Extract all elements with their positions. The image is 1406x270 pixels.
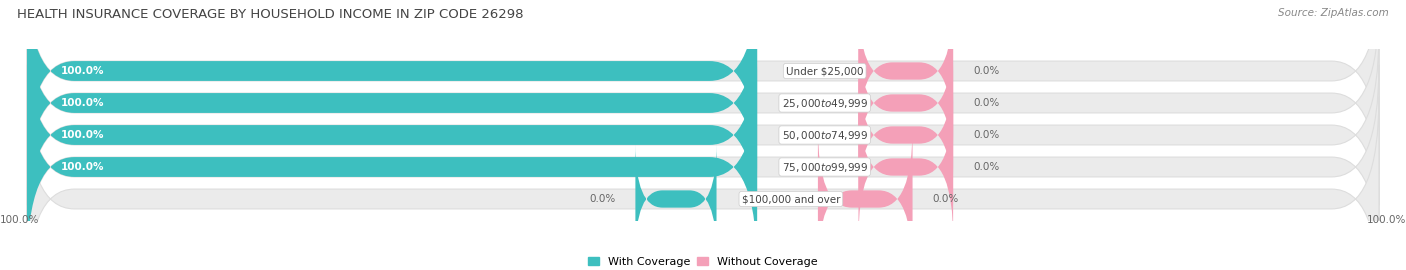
FancyBboxPatch shape <box>27 33 1379 237</box>
FancyBboxPatch shape <box>859 64 953 206</box>
FancyBboxPatch shape <box>27 33 756 237</box>
FancyBboxPatch shape <box>27 1 756 205</box>
FancyBboxPatch shape <box>27 97 1379 270</box>
FancyBboxPatch shape <box>859 96 953 238</box>
Text: Source: ZipAtlas.com: Source: ZipAtlas.com <box>1278 8 1389 18</box>
Text: 100.0%: 100.0% <box>0 215 39 225</box>
Text: 0.0%: 0.0% <box>973 66 1000 76</box>
Legend: With Coverage, Without Coverage: With Coverage, Without Coverage <box>583 252 823 270</box>
FancyBboxPatch shape <box>27 65 1379 269</box>
FancyBboxPatch shape <box>859 32 953 174</box>
FancyBboxPatch shape <box>636 144 717 254</box>
Text: $100,000 and over: $100,000 and over <box>741 194 841 204</box>
Text: HEALTH INSURANCE COVERAGE BY HOUSEHOLD INCOME IN ZIP CODE 26298: HEALTH INSURANCE COVERAGE BY HOUSEHOLD I… <box>17 8 523 21</box>
FancyBboxPatch shape <box>818 128 912 270</box>
Text: 100.0%: 100.0% <box>60 130 104 140</box>
Text: 0.0%: 0.0% <box>932 194 959 204</box>
FancyBboxPatch shape <box>27 0 756 173</box>
Text: 100.0%: 100.0% <box>60 98 104 108</box>
Text: 100.0%: 100.0% <box>60 162 104 172</box>
FancyBboxPatch shape <box>27 1 1379 205</box>
Text: 100.0%: 100.0% <box>60 66 104 76</box>
Text: 0.0%: 0.0% <box>973 162 1000 172</box>
Text: 0.0%: 0.0% <box>973 130 1000 140</box>
Text: $75,000 to $99,999: $75,000 to $99,999 <box>782 160 868 174</box>
Text: Under $25,000: Under $25,000 <box>786 66 863 76</box>
Text: 0.0%: 0.0% <box>589 194 616 204</box>
Text: 100.0%: 100.0% <box>1367 215 1406 225</box>
FancyBboxPatch shape <box>27 0 1379 173</box>
Text: $50,000 to $74,999: $50,000 to $74,999 <box>782 129 868 141</box>
Text: $25,000 to $49,999: $25,000 to $49,999 <box>782 96 868 110</box>
FancyBboxPatch shape <box>27 65 756 269</box>
Text: 0.0%: 0.0% <box>973 98 1000 108</box>
FancyBboxPatch shape <box>859 0 953 142</box>
